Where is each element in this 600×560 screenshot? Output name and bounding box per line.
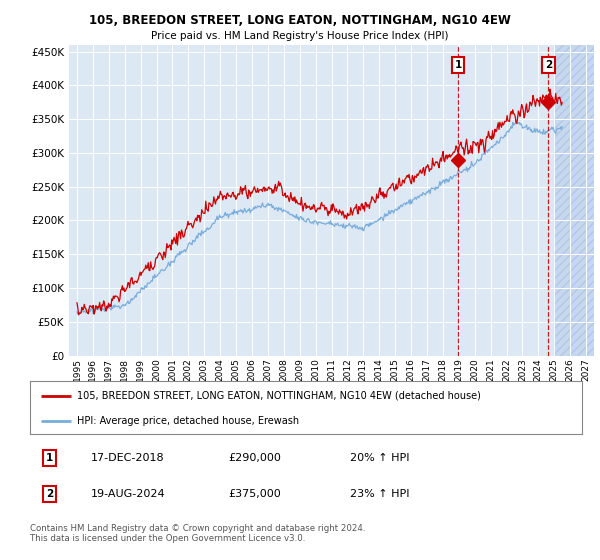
Text: 1: 1 bbox=[46, 453, 53, 463]
Text: 1: 1 bbox=[455, 60, 462, 70]
Text: 20% ↑ HPI: 20% ↑ HPI bbox=[350, 453, 410, 463]
Text: 2: 2 bbox=[46, 489, 53, 499]
Bar bbox=[554, 45, 594, 356]
Text: 105, BREEDON STREET, LONG EATON, NOTTINGHAM, NG10 4EW (detached house): 105, BREEDON STREET, LONG EATON, NOTTING… bbox=[77, 391, 481, 401]
Text: HPI: Average price, detached house, Erewash: HPI: Average price, detached house, Erew… bbox=[77, 416, 299, 426]
Text: 2: 2 bbox=[545, 60, 552, 70]
Text: £375,000: £375,000 bbox=[229, 489, 281, 499]
Text: £290,000: £290,000 bbox=[229, 453, 281, 463]
Text: 19-AUG-2024: 19-AUG-2024 bbox=[91, 489, 166, 499]
Text: 23% ↑ HPI: 23% ↑ HPI bbox=[350, 489, 410, 499]
Text: 105, BREEDON STREET, LONG EATON, NOTTINGHAM, NG10 4EW: 105, BREEDON STREET, LONG EATON, NOTTING… bbox=[89, 14, 511, 27]
Text: 17-DEC-2018: 17-DEC-2018 bbox=[91, 453, 164, 463]
Text: Price paid vs. HM Land Registry's House Price Index (HPI): Price paid vs. HM Land Registry's House … bbox=[151, 31, 449, 41]
Text: Contains HM Land Registry data © Crown copyright and database right 2024.
This d: Contains HM Land Registry data © Crown c… bbox=[30, 524, 365, 543]
Bar bbox=[554, 45, 594, 356]
